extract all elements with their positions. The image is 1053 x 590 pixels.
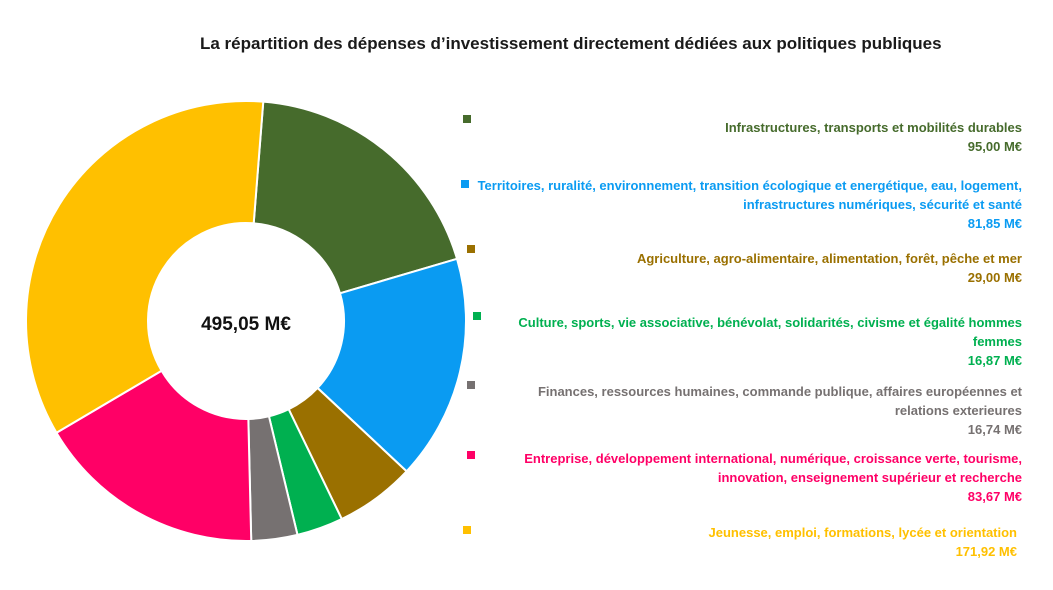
legend-value: 83,67 M€ <box>967 489 1022 504</box>
legend-value: 16,87 M€ <box>967 353 1022 368</box>
legend-value: 95,00 M€ <box>967 139 1022 154</box>
legend-label: Finances, ressources humaines, commande … <box>537 384 1022 418</box>
legend-swatch-1 <box>463 115 471 123</box>
legend-item-4: Culture, sports, vie associative, bénévo… <box>512 313 1022 370</box>
donut-slice-7 <box>25 100 265 435</box>
legend-label: Culture, sports, vie associative, bénévo… <box>518 315 1022 349</box>
legend-swatch-6 <box>467 451 475 459</box>
legend-item-1: Infrastructures, transports et mobilités… <box>462 118 1022 156</box>
legend-item-6: Entreprise, développement international,… <box>472 449 1022 506</box>
legend-item-2: Territoires, ruralité, environnement, tr… <box>462 176 1022 233</box>
legend-value: 29,00 M€ <box>967 270 1022 285</box>
legend-swatch-4 <box>473 312 481 320</box>
legend-value: 16,74 M€ <box>967 422 1022 437</box>
legend-value: 171,92 M€ <box>955 544 1017 559</box>
legend-swatch-3 <box>467 245 475 253</box>
legend-label: Entreprise, développement international,… <box>524 451 1022 485</box>
chart-title: La répartition des dépenses d’investisse… <box>200 34 942 53</box>
donut-slice-2 <box>316 257 467 473</box>
legend-label: Infrastructures, transports et mobilités… <box>725 120 1022 135</box>
legend-item-7: Jeunesse, emploi, formations, lycée et o… <box>577 523 1017 561</box>
legend-swatch-2 <box>461 180 469 188</box>
donut-chart: 495,05 M€ <box>25 100 467 542</box>
donut-slice-1 <box>252 100 459 295</box>
legend-item-3: Agriculture, agro-alimentaire, alimentat… <box>572 249 1022 287</box>
legend-swatch-5 <box>467 381 475 389</box>
center-total-label: 495,05 M€ <box>201 314 291 335</box>
legend-item-5: Finances, ressources humaines, commande … <box>492 382 1022 439</box>
legend-value: 81,85 M€ <box>967 216 1022 231</box>
legend-label: Agriculture, agro-alimentaire, alimentat… <box>636 251 1022 266</box>
legend-label: Jeunesse, emploi, formations, lycée et o… <box>708 525 1017 540</box>
legend-label: Territoires, ruralité, environnement, tr… <box>477 178 1022 212</box>
legend-swatch-7 <box>463 526 471 534</box>
donut-slice-6 <box>55 369 253 542</box>
